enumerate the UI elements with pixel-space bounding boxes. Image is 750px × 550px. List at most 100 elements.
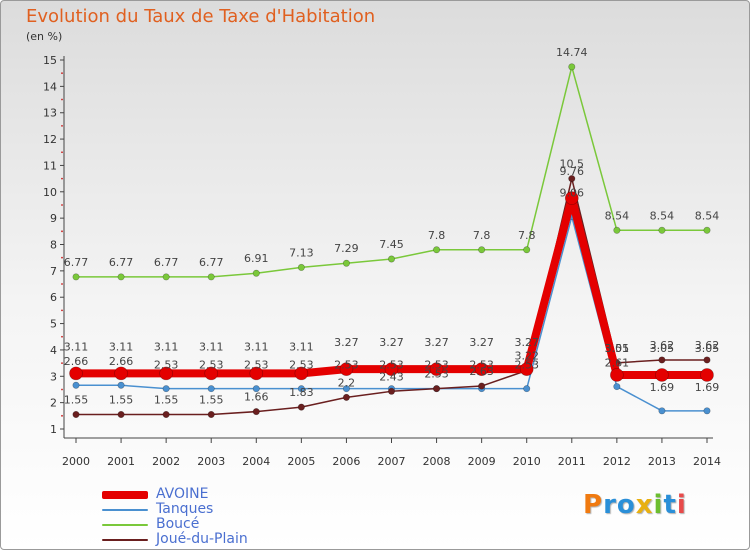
data-point-avoine (519, 362, 534, 376)
data-label-jou-du-plain: 1.55 (109, 394, 134, 407)
data-point-avoine (610, 368, 624, 382)
data-label-jou-du-plain: 2.63 (469, 365, 494, 378)
data-label-bouc-: 7.29 (334, 242, 359, 255)
y-tick-label: 3 (50, 370, 57, 383)
legend-swatch (102, 490, 148, 499)
data-label-jou-du-plain: 3.62 (650, 339, 675, 352)
data-label-bouc-: 6.77 (154, 256, 179, 269)
y-tick-label: 14 (43, 80, 57, 93)
data-point-avoine (339, 362, 354, 376)
y-minor-tick (61, 151, 63, 154)
x-tick-label: 2001 (107, 455, 135, 468)
data-label-jou-du-plain: 10.5 (560, 158, 585, 171)
x-tick-label: 2003 (197, 455, 225, 468)
x-tick-label: 2014 (693, 455, 721, 468)
data-point-avoine (114, 366, 128, 381)
x-tick-label: 2012 (603, 455, 631, 468)
data-label-tanques: 2.61 (605, 357, 630, 370)
x-tick-label: 2006 (332, 455, 360, 468)
data-point-avoine (249, 366, 264, 381)
data-label-tanques: 2.53 (289, 359, 314, 372)
logo-letter: P (583, 490, 604, 520)
data-point-bouc- (478, 246, 486, 254)
data-label-bouc-: 7.45 (379, 238, 404, 251)
data-label-avoine: 3.27 (379, 336, 404, 349)
data-point-tanques (117, 381, 125, 389)
data-point-bouc- (207, 273, 215, 281)
x-tick-label: 2008 (423, 455, 451, 468)
y-tick-label: 11 (43, 159, 57, 172)
logo-letter: t (663, 490, 677, 520)
y-minor-tick (61, 283, 63, 285)
data-label-jou-du-plain: 2.43 (379, 370, 404, 383)
unit-label: (en %) (26, 30, 63, 43)
data-point-bouc- (117, 273, 125, 281)
legend-item-bouc-: Boucé (102, 517, 248, 532)
data-label-avoine: 3.11 (199, 340, 224, 353)
data-point-jou-du-plain (252, 408, 260, 416)
data-point-jou-du-plain (433, 385, 441, 393)
data-label-tanques: 2.53 (199, 359, 224, 372)
data-label-tanques: 2.53 (379, 359, 404, 372)
data-label-avoine: 3.11 (244, 340, 269, 353)
y-tick-label: 15 (43, 54, 57, 67)
data-point-jou-du-plain (658, 356, 666, 364)
logo-letter: x (635, 490, 654, 520)
data-label-jou-du-plain: 3.22 (514, 349, 539, 362)
x-tick-label: 2010 (513, 455, 541, 468)
y-minor-tick (61, 256, 63, 259)
data-label-avoine: 3.11 (154, 340, 179, 353)
y-minor-tick (61, 124, 63, 127)
proxiti-logo: Proxiti (583, 490, 687, 520)
x-tick-label: 2005 (287, 455, 315, 468)
y-minor-tick (61, 309, 63, 312)
data-label-avoine: 3.27 (334, 336, 359, 349)
data-label-jou-du-plain: 2.53 (424, 368, 449, 381)
legend-item-avoine: AVOINE (102, 487, 248, 502)
data-label-tanques: 1.69 (650, 381, 675, 394)
data-point-jou-du-plain (703, 356, 711, 364)
data-label-bouc-: 8.54 (650, 209, 675, 222)
data-label-tanques: 2.66 (109, 355, 134, 368)
legend-label: AVOINE (156, 486, 209, 502)
data-label-tanques: 2.53 (469, 359, 494, 372)
data-label-avoine: 3.11 (289, 340, 314, 353)
data-point-avoine (69, 366, 83, 381)
data-labels-bouc-: 6.77 6.77 6.77 6.77 6.91 7.13 7.29 7.45 7.8 7.8 7.… (64, 46, 720, 269)
data-label-jou-du-plain: 1.83 (289, 386, 314, 399)
data-label-jou-du-plain: 3.51 (605, 342, 630, 355)
data-point-tanques (207, 385, 215, 393)
y-tick-label: 8 (50, 239, 57, 252)
data-label-bouc-: 6.77 (64, 256, 89, 269)
data-label-avoine: 3.27 (424, 336, 449, 349)
data-point-tanques (162, 385, 170, 393)
data-label-avoine: 3.05 (650, 342, 675, 355)
data-point-jou-du-plain (568, 175, 576, 183)
x-tick-label: 2009 (468, 455, 496, 468)
data-label-bouc-: 6.77 (199, 256, 224, 269)
data-point-jou-du-plain (478, 382, 486, 390)
data-label-avoine: 3.11 (109, 340, 134, 353)
y-tick-label: 7 (50, 265, 57, 278)
data-point-bouc- (72, 273, 80, 281)
data-point-jou-du-plain (387, 387, 395, 395)
data-label-jou-du-plain: 1.66 (244, 391, 269, 404)
data-point-bouc- (703, 226, 711, 234)
data-label-jou-du-plain: 2.2 (338, 376, 356, 389)
y-minor-tick (61, 230, 63, 233)
data-point-tanques (658, 407, 666, 415)
logo-letter: i (653, 490, 664, 520)
data-point-tanques (703, 407, 711, 415)
data-label-bouc-: 8.54 (605, 209, 630, 222)
data-point-tanques (252, 385, 260, 393)
data-label-avoine: 9.76 (560, 165, 585, 178)
data-point-avoine (474, 362, 489, 376)
y-minor-tick (61, 414, 63, 417)
data-point-jou-du-plain (117, 411, 125, 419)
y-minor-tick (61, 98, 63, 101)
data-point-tanques (342, 385, 350, 393)
y-tick-label: 12 (43, 133, 57, 146)
data-label-avoine: 3.05 (695, 342, 720, 355)
data-label-tanques: 2.66 (64, 355, 89, 368)
